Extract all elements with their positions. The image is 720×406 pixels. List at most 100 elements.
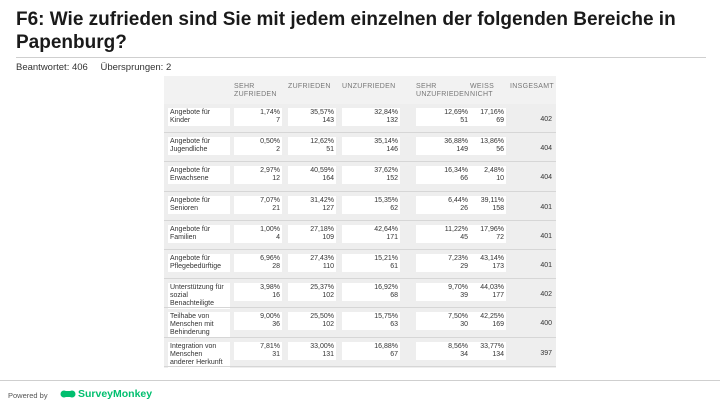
table-cell: 37,62% 152 xyxy=(342,166,400,185)
cell-count: 149 xyxy=(456,146,468,154)
table-cell: 43,14% 173 xyxy=(470,254,506,272)
column-header: UNZUFRIEDEN xyxy=(342,83,396,90)
table-cell: 27,18% 109 xyxy=(288,224,336,243)
title-divider xyxy=(16,57,706,58)
cell-percent: 33,00% xyxy=(310,342,334,350)
row-divider xyxy=(164,190,556,192)
row-total: 401 xyxy=(540,203,552,211)
cell-count: 26 xyxy=(460,204,468,212)
cell-count: 134 xyxy=(492,350,504,358)
cell-percent: 39,11% xyxy=(480,196,504,204)
table-cell: 15,75% 63 xyxy=(342,312,400,331)
table-row: Angebote für Familien 1,00% 4 27,18% 109 42,6… xyxy=(164,221,556,250)
cell-percent: 6,96% xyxy=(260,255,280,262)
cell-percent: 42,64% xyxy=(374,225,398,233)
cell-count: 34 xyxy=(460,350,468,358)
table-cell: 15,35% 62 xyxy=(342,195,400,214)
cell-count: 68 xyxy=(390,292,398,300)
cell-percent: 25,50% xyxy=(310,313,334,321)
response-summary: Beantwortet: 406 Übersprungen: 2 xyxy=(16,62,181,73)
cell-count: 164 xyxy=(322,175,334,183)
row-label: Angebote für Jugendliche xyxy=(168,137,230,156)
cell-percent: 3,98% xyxy=(260,284,280,292)
cell-count: 21 xyxy=(272,204,280,212)
table-row: Integration von Menschen anderer Herkunf… xyxy=(164,338,556,368)
cell-count: 39 xyxy=(460,292,468,300)
table-cell: 33,77% 134 xyxy=(470,341,506,360)
cell-percent: 43,14% xyxy=(480,255,504,262)
cell-count: 28 xyxy=(272,263,280,270)
table-cell: 42,64% 171 xyxy=(342,224,400,243)
footer: Powered by SurveyMonkey xyxy=(0,380,720,406)
table-cell: 40,59% 164 xyxy=(288,166,336,185)
cell-count: 51 xyxy=(460,117,468,124)
table-cell: 7,23% 29 xyxy=(416,254,470,272)
cell-percent: 0,50% xyxy=(260,138,280,146)
row-total: 402 xyxy=(540,116,552,123)
cell-count: 61 xyxy=(390,263,398,270)
cell-percent: 33,77% xyxy=(480,342,504,350)
cell-count: 109 xyxy=(322,233,334,241)
row-total: 401 xyxy=(540,262,552,269)
table-cell: 12,62% 51 xyxy=(288,137,336,156)
cell-count: 7 xyxy=(276,117,280,124)
table-cell: 3,98% 16 xyxy=(234,283,282,302)
table-row: Angebote für Senioren 7,07% 21 31,42% 127 15,… xyxy=(164,192,556,221)
cell-count: 12 xyxy=(272,175,280,183)
cell-count: 177 xyxy=(492,292,504,300)
cell-percent: 7,23% xyxy=(448,255,468,262)
table-row: Teilhabe von Menschen mit Behinderung 9,0… xyxy=(164,308,556,339)
row-divider xyxy=(164,219,556,221)
cell-percent: 31,42% xyxy=(310,196,334,204)
cell-percent: 12,69% xyxy=(444,109,468,116)
table-cell: 11,22% 45 xyxy=(416,224,470,243)
table-cell: 7,07% 21 xyxy=(234,195,282,214)
cell-percent: 15,75% xyxy=(374,313,398,321)
answered-count: Beantwortet: 406 xyxy=(16,62,88,73)
powered-by-label: Powered by xyxy=(8,391,48,400)
table-cell: 12,69% 51 xyxy=(416,108,470,126)
cell-count: 36 xyxy=(272,321,280,329)
table-row: Angebote für Jugendliche 0,50% 2 12,62% 51 35… xyxy=(164,133,556,162)
cell-count: 143 xyxy=(322,117,334,124)
row-label: Angebote für Familien xyxy=(168,224,230,243)
column-header: SEHR UNZUFRIEDEN xyxy=(416,83,470,98)
table-row: Angebote für Erwachsene 2,97% 12 40,59% 164 3… xyxy=(164,162,556,191)
cell-count: 29 xyxy=(460,263,468,270)
cell-count: 16 xyxy=(272,292,280,300)
row-divider xyxy=(164,336,556,338)
row-label: Integration von Menschen anderer Herkunf… xyxy=(168,341,230,368)
table-header: SEHR ZUFRIEDEN ZUFRIEDEN UNZUFRIEDEN SEH… xyxy=(164,76,556,104)
cell-percent: 7,50% xyxy=(448,313,468,321)
table-cell: 32,84% 132 xyxy=(342,108,400,126)
table-row: Unterstützung für sozial Benachteiligte 3… xyxy=(164,279,556,310)
table-cell: 31,42% 127 xyxy=(288,195,336,214)
table-cell: 35,57% 143 xyxy=(288,108,336,126)
table-cell: 9,70% 39 xyxy=(416,283,470,302)
cell-count: 10 xyxy=(496,175,504,183)
table-cell: 27,43% 110 xyxy=(288,254,336,272)
cell-percent: 13,86% xyxy=(480,138,504,146)
row-label: Angebote für Erwachsene xyxy=(168,166,230,185)
table-row: Angebote für Kinder 1,74% 7 35,57% 143 32,84%… xyxy=(164,104,556,133)
cell-percent: 12,62% xyxy=(310,138,334,146)
cell-count: 66 xyxy=(460,175,468,183)
skipped-count: Übersprungen: 2 xyxy=(100,62,172,73)
table-cell: 17,96% 72 xyxy=(470,224,506,243)
cell-percent: 16,92% xyxy=(374,284,398,292)
cell-percent: 27,43% xyxy=(310,255,334,262)
cell-percent: 1,00% xyxy=(260,225,280,233)
row-divider xyxy=(164,278,556,280)
cell-percent: 15,21% xyxy=(374,255,398,262)
cell-percent: 35,14% xyxy=(374,138,398,146)
row-divider xyxy=(164,249,556,250)
brand-name: SurveyMonkey xyxy=(78,388,153,400)
cell-count: 45 xyxy=(460,233,468,241)
row-divider xyxy=(164,365,556,367)
cell-count: 2 xyxy=(276,146,280,154)
table-cell: 44,03% 177 xyxy=(470,283,506,302)
cell-count: 132 xyxy=(386,117,398,124)
cell-percent: 16,88% xyxy=(374,342,398,350)
row-label: Angebote für Senioren xyxy=(168,195,230,214)
table-cell: 7,50% 30 xyxy=(416,312,470,331)
